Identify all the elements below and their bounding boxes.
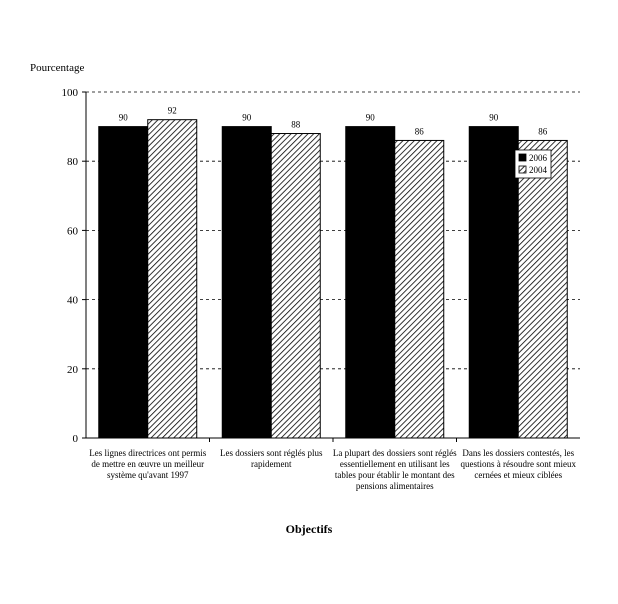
y-tick-label: 0: [73, 433, 79, 445]
category-label-2: Les dossiers sont réglés plus rapidement: [220, 448, 323, 469]
legend-swatch-2004: [518, 165, 527, 174]
y-tick-label: 100: [62, 87, 79, 99]
grid-lines: [86, 91, 580, 370]
bar-2004-3: [394, 139, 445, 439]
bar-2004-2: [270, 133, 321, 439]
legend-swatch-2006: [518, 153, 527, 162]
bar-2006-1: [98, 126, 149, 439]
data-label: 86: [415, 126, 425, 136]
bar-2004-4: [517, 139, 568, 439]
bar-2006-4: [468, 126, 519, 439]
data-label: 92: [168, 106, 177, 116]
data-label: 90: [119, 113, 129, 123]
data-label: 88: [291, 120, 301, 130]
y-tick-label: 80: [67, 156, 79, 168]
data-label: 90: [242, 113, 252, 123]
bars: 90 92 90 88 90 86 90 86: [98, 106, 568, 439]
category-label-1: Les lignes directrices ont permis de met…: [89, 448, 207, 480]
data-label: 86: [538, 126, 548, 136]
data-label: 90: [489, 113, 499, 123]
y-axis-label: Pourcentage: [30, 62, 85, 74]
data-label: 90: [366, 113, 376, 123]
category-label-4: Dans les dossiers contestés, les questio…: [460, 448, 576, 480]
x-axis-label: Objectifs: [285, 522, 333, 536]
category-label-3: La plupart des dossiers sont réglés esse…: [332, 448, 457, 491]
legend: 2006 2004: [514, 149, 552, 179]
bar-2006-2: [221, 126, 272, 439]
legend-label-2006: 2006: [529, 153, 548, 163]
bar-2004-1: [147, 119, 198, 439]
y-tick-label: 60: [67, 225, 79, 237]
y-tick-label: 20: [67, 364, 79, 376]
bar-2006-3: [345, 126, 396, 439]
y-tick-label: 40: [67, 295, 79, 307]
legend-label-2004: 2004: [529, 165, 548, 175]
